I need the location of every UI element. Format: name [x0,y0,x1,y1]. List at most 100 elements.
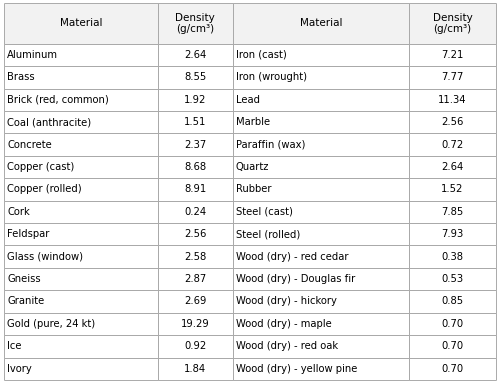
Text: 1.84: 1.84 [184,364,206,374]
Text: Density
(g/cm³): Density (g/cm³) [432,13,472,34]
Bar [158,313,232,335]
Bar [4,246,158,268]
Text: Granite: Granite [7,296,44,306]
Bar [232,290,409,313]
Bar [4,178,158,201]
Bar [409,178,496,201]
Bar [409,268,496,290]
Text: 2.87: 2.87 [184,274,206,284]
Text: Lead: Lead [236,95,260,105]
Text: 11.34: 11.34 [438,95,467,105]
Text: 0.70: 0.70 [442,341,464,351]
Bar [158,3,232,44]
Bar [158,133,232,156]
Bar [4,357,158,380]
Bar [4,223,158,246]
Bar [4,201,158,223]
Text: Marble: Marble [236,117,270,127]
Text: Wood (dry) - red oak: Wood (dry) - red oak [236,341,338,351]
Text: Aluminum: Aluminum [7,50,58,60]
Bar [409,88,496,111]
Bar [158,88,232,111]
Text: 2.64: 2.64 [184,50,206,60]
Bar [232,201,409,223]
Bar [158,44,232,66]
Text: 7.93: 7.93 [442,229,464,239]
Text: Ice: Ice [7,341,22,351]
Text: Iron (wrought): Iron (wrought) [236,72,306,82]
Bar [232,223,409,246]
Text: 7.85: 7.85 [442,207,464,217]
Text: 2.37: 2.37 [184,140,206,150]
Bar [409,290,496,313]
Text: Ivory: Ivory [7,364,32,374]
Text: Iron (cast): Iron (cast) [236,50,286,60]
Text: 0.92: 0.92 [184,341,206,351]
Bar [4,313,158,335]
Text: 1.92: 1.92 [184,95,206,105]
Text: 7.77: 7.77 [442,72,464,82]
Text: 0.53: 0.53 [442,274,464,284]
Text: 2.56: 2.56 [442,117,464,127]
Bar [158,246,232,268]
Text: 0.70: 0.70 [442,319,464,329]
Bar [409,223,496,246]
Text: Brass: Brass [7,72,34,82]
Text: Coal (anthracite): Coal (anthracite) [7,117,91,127]
Bar [232,313,409,335]
Text: Brick (red, common): Brick (red, common) [7,95,109,105]
Text: 1.52: 1.52 [442,185,464,195]
Bar [232,357,409,380]
Bar [4,133,158,156]
Text: Wood (dry) - yellow pine: Wood (dry) - yellow pine [236,364,357,374]
Bar [158,335,232,357]
Bar [4,156,158,178]
Bar [158,66,232,88]
Bar [409,133,496,156]
Bar [158,178,232,201]
Bar [232,178,409,201]
Text: 8.55: 8.55 [184,72,206,82]
Text: Copper (cast): Copper (cast) [7,162,74,172]
Text: 8.68: 8.68 [184,162,206,172]
Bar [158,290,232,313]
Bar [158,268,232,290]
Bar [4,88,158,111]
Text: Steel (cast): Steel (cast) [236,207,292,217]
Bar [232,111,409,133]
Text: Density
(g/cm³): Density (g/cm³) [176,13,215,34]
Text: 2.56: 2.56 [184,229,206,239]
Text: Gold (pure, 24 kt): Gold (pure, 24 kt) [7,319,95,329]
Bar [409,313,496,335]
Text: Cork: Cork [7,207,30,217]
Bar [232,44,409,66]
Bar [409,44,496,66]
Bar [4,111,158,133]
Text: 2.64: 2.64 [442,162,464,172]
Text: Copper (rolled): Copper (rolled) [7,185,82,195]
Text: Glass (window): Glass (window) [7,252,83,262]
Bar [4,335,158,357]
Text: Material: Material [60,18,102,28]
Text: 0.85: 0.85 [442,296,464,306]
Bar [232,88,409,111]
Bar [232,156,409,178]
Bar [4,3,158,44]
Text: Quartz: Quartz [236,162,269,172]
Text: Wood (dry) - red cedar: Wood (dry) - red cedar [236,252,348,262]
Text: Gneiss: Gneiss [7,274,40,284]
Text: 2.58: 2.58 [184,252,206,262]
Bar [4,290,158,313]
Bar [409,156,496,178]
Bar [409,335,496,357]
Bar [232,133,409,156]
Text: 0.72: 0.72 [442,140,464,150]
Bar [158,201,232,223]
Bar [4,44,158,66]
Bar [409,201,496,223]
Bar [158,357,232,380]
Bar [158,111,232,133]
Text: Feldspar: Feldspar [7,229,50,239]
Text: 1.51: 1.51 [184,117,206,127]
Bar [4,66,158,88]
